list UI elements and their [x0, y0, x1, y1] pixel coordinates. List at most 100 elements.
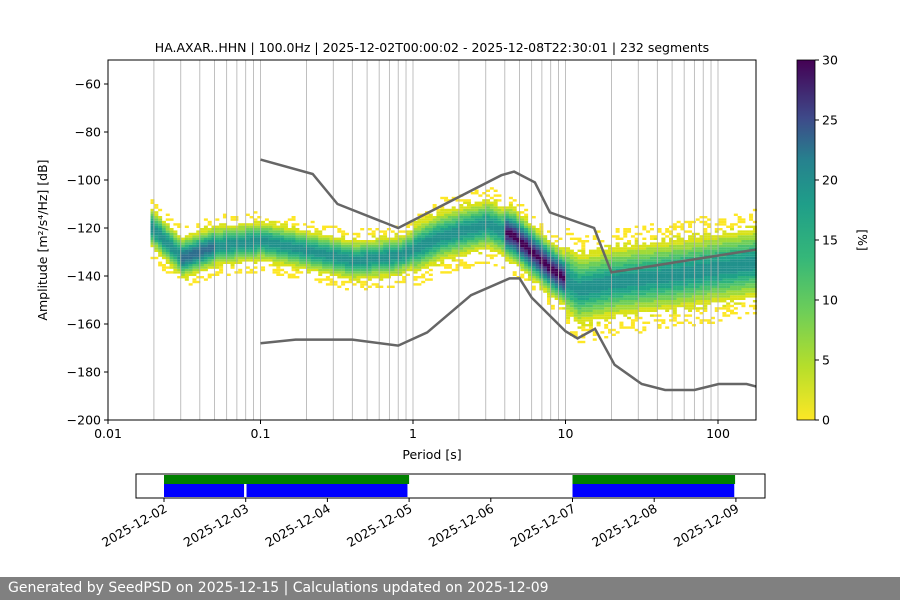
pdf-cell	[429, 233, 433, 235]
pdf-cell	[509, 218, 513, 220]
pdf-cell	[269, 233, 273, 235]
pdf-cell	[185, 245, 189, 247]
pdf-cell	[269, 247, 273, 249]
pdf-cell	[673, 307, 677, 309]
pdf-cell	[406, 274, 410, 276]
pdf-cell	[593, 271, 597, 273]
pdf-cell	[166, 271, 170, 273]
pdf-cell	[334, 269, 338, 271]
pdf-cell	[192, 247, 196, 249]
pdf-cell	[749, 271, 753, 273]
pdf-cell	[639, 247, 643, 249]
pdf-cell	[726, 238, 730, 240]
pdf-cell	[677, 274, 681, 276]
pdf-cell	[631, 257, 635, 259]
pdf-cell	[574, 312, 578, 314]
pdf-cell	[722, 240, 726, 242]
pdf-cell	[227, 252, 231, 254]
pdf-cell	[684, 242, 688, 244]
pdf-cell	[703, 302, 707, 304]
pdf-cell	[299, 264, 303, 266]
pdf-cell	[722, 264, 726, 266]
pdf-cell	[612, 312, 616, 314]
pdf-cell	[185, 259, 189, 261]
pdf-cell	[253, 233, 257, 235]
pdf-cell	[379, 266, 383, 268]
pdf-cell	[387, 252, 391, 254]
pdf-cell	[337, 252, 341, 254]
pdf-cell	[478, 233, 482, 235]
pdf-cell	[509, 254, 513, 256]
pdf-cell	[425, 278, 429, 280]
pdf-cell	[593, 266, 597, 268]
pdf-cell	[734, 233, 738, 235]
pdf-cell	[398, 230, 402, 232]
pdf-cell	[574, 283, 578, 285]
pdf-cell	[661, 305, 665, 307]
pdf-cell	[558, 300, 562, 302]
pdf-cell	[745, 245, 749, 247]
pdf-cell	[368, 271, 372, 273]
pdf-cell	[402, 235, 406, 237]
pdf-cell	[383, 252, 387, 254]
pdf-cell	[406, 264, 410, 266]
pdf-cell	[429, 223, 433, 225]
pdf-cell	[623, 254, 627, 256]
pdf-cell	[570, 259, 574, 261]
pdf-cell	[505, 223, 509, 225]
pdf-cell	[440, 230, 444, 232]
pdf-cell	[337, 259, 341, 261]
pdf-cell	[166, 245, 170, 247]
pdf-cell	[558, 259, 562, 261]
pdf-cell	[490, 242, 494, 244]
pdf-cell	[425, 247, 429, 249]
pdf-cell	[734, 262, 738, 264]
pdf-cell	[650, 245, 654, 247]
pdf-cell	[250, 247, 254, 249]
pdf-cell	[661, 233, 665, 235]
colorbar-label: [%]	[855, 229, 870, 251]
pdf-cell	[570, 269, 574, 271]
pdf-cell	[593, 305, 597, 307]
pdf-cell	[246, 228, 250, 230]
pdf-cell	[181, 254, 185, 256]
pdf-cell	[593, 283, 597, 285]
pdf-cell	[536, 233, 540, 235]
pdf-cell	[440, 216, 444, 218]
pdf-cell	[604, 305, 608, 307]
pdf-cell	[726, 283, 730, 285]
pdf-cell	[440, 209, 444, 211]
pdf-cell	[631, 293, 635, 295]
pdf-cell	[726, 288, 730, 290]
pdf-cell	[726, 245, 730, 247]
pdf-cell	[215, 264, 219, 266]
pdf-cell	[459, 250, 463, 252]
pdf-cell	[677, 254, 681, 256]
pdf-cell	[509, 214, 513, 216]
pdf-cell	[265, 250, 269, 252]
pdf-cell	[730, 259, 734, 261]
pdf-cell	[231, 233, 235, 235]
pdf-cell	[444, 266, 448, 268]
pdf-cell	[372, 276, 376, 278]
pdf-cell	[356, 235, 360, 237]
pdf-cell	[581, 254, 585, 256]
pdf-cell	[433, 240, 437, 242]
pdf-cell	[711, 245, 715, 247]
pdf-cell	[661, 242, 665, 244]
pdf-cell	[616, 300, 620, 302]
pdf-cell	[532, 286, 536, 288]
pdf-cell	[444, 214, 448, 216]
pdf-cell	[337, 257, 341, 259]
pdf-cell	[181, 247, 185, 249]
pdf-cell	[658, 250, 662, 252]
pdf-cell	[452, 235, 456, 237]
pdf-cell	[490, 209, 494, 211]
pdf-cell	[326, 266, 330, 268]
pdf-cell	[463, 247, 467, 249]
pdf-cell	[703, 278, 707, 280]
pdf-cell	[250, 228, 254, 230]
pdf-cell	[269, 223, 273, 225]
pdf-cell	[616, 312, 620, 314]
pdf-cell	[749, 278, 753, 280]
